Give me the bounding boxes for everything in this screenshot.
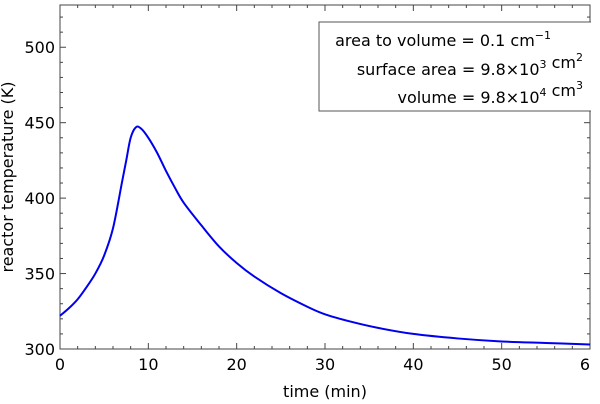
x-tick-label: 10 [138,355,158,374]
x-tick-label: 30 [315,355,335,374]
y-tick-label: 300 [24,340,55,359]
x-axis-label: time (min) [283,382,367,400]
annotation-line: area to volume = 0.1 cm−1 [335,29,551,50]
y-tick-label: 400 [24,189,55,208]
annotation-box: area to volume = 0.1 cm−1 surface area =… [318,21,596,112]
annotation-line: surface area = 9.8×103 cm2 [357,51,583,79]
y-tick-label: 500 [24,38,55,57]
series-line [59,125,591,346]
x-tick-label: 0 [55,355,65,374]
x-tick-label: 40 [403,355,423,374]
annotation-line: volume = 9.8×104 cm3 [397,79,583,107]
x-tick-label: 20 [226,355,246,374]
y-tick-label: 350 [24,265,55,284]
y-tick-label: 450 [24,114,55,133]
y-axis-label: reactor temperature (K) [0,81,17,272]
x-tick-label: 50 [491,355,511,374]
